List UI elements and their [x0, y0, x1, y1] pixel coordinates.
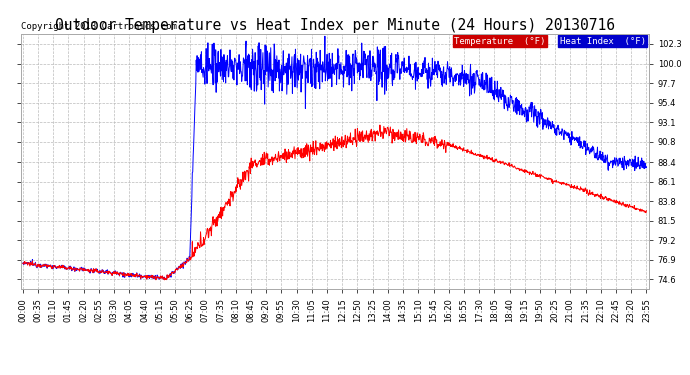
Text: Copyright 2013 Cartronics.com: Copyright 2013 Cartronics.com — [21, 22, 177, 31]
Text: Heat Index  (°F): Heat Index (°F) — [560, 36, 646, 45]
Title: Outdoor Temperature vs Heat Index per Minute (24 Hours) 20130716: Outdoor Temperature vs Heat Index per Mi… — [55, 18, 615, 33]
Text: Temperature  (°F): Temperature (°F) — [455, 36, 546, 45]
